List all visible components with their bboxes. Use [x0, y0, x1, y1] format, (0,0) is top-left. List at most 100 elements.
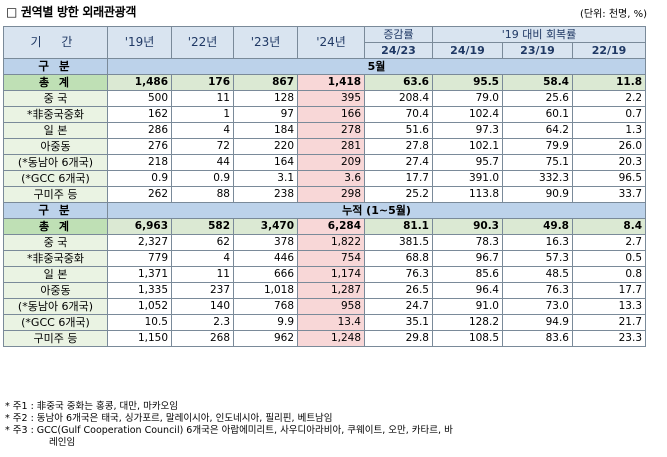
cell-value: 21.7 — [571, 314, 647, 331]
cell-value: 779 — [107, 250, 172, 267]
cell-value: 73.0 — [502, 298, 573, 315]
table-row: 중 국 2,327 62 378 1,822 381.5 78.3 16.3 2.7 — [3, 234, 647, 251]
cell-value: 332.3 — [502, 170, 573, 187]
cell-value: 51.6 — [364, 122, 433, 139]
cell-value: 25.6 — [502, 90, 573, 107]
cell-value: 298 — [297, 186, 365, 203]
cell-value: 1,335 — [107, 282, 172, 299]
cell-value: 8.4 — [571, 218, 647, 235]
header-2019: '19년 — [107, 26, 172, 59]
cell-value: 75.1 — [502, 154, 573, 171]
cell-value: 446 — [233, 250, 298, 267]
cell-value: 162 — [107, 106, 172, 123]
cell-value: 20.3 — [571, 154, 647, 171]
cell-value: 218 — [107, 154, 172, 171]
cell-value: 237 — [171, 282, 234, 299]
cell-value: 26.5 — [364, 282, 433, 299]
table-body: 구 분 5월 총 계 1,486 176 867 1,418 63.6 95.5 58.4 11.8… — [3, 58, 647, 347]
row-label: 구미주 등 — [3, 330, 108, 347]
cell-value: 276 — [107, 138, 172, 155]
table-row: *非중국중화 162 1 97 166 70.4 102.4 60.1 0.7 — [3, 106, 647, 123]
table-row: 구미주 등 262 88 238 298 25.2 113.8 90.9 33.7 — [3, 186, 647, 203]
cell-value: 95.5 — [432, 74, 503, 91]
cell-value: 1,822 — [297, 234, 365, 251]
table-row: 중 국 500 11 128 395 208.4 79.0 25.6 2.2 — [3, 90, 647, 107]
table-row: *非중국중화 779 4 446 754 68.8 96.7 57.3 0.5 — [3, 250, 647, 267]
cell-value: 1,150 — [107, 330, 172, 347]
cell-value: 27.8 — [364, 138, 433, 155]
cell-value: 96.5 — [571, 170, 647, 187]
row-label: 아중동 — [3, 282, 108, 299]
footnotes: * 주1 : 非중국 중화는 홍콩, 대만, 마카오임 * 주2 : 동남아 6… — [5, 401, 660, 449]
cell-value: 85.6 — [432, 266, 503, 283]
cell-value: 164 — [233, 154, 298, 171]
cell-value: 17.7 — [364, 170, 433, 187]
cell-value: 2.7 — [571, 234, 647, 251]
cell-value: 11.8 — [571, 74, 647, 91]
header-rec-2219: 22/19 — [571, 42, 647, 59]
cell-value: 0.7 — [571, 106, 647, 123]
header-rec-2419: 24/19 — [432, 42, 503, 59]
footnote-3: * 주3 : GCC(Gulf Cooperation Council) 6개국… — [5, 425, 453, 436]
cell-value: 1,248 — [297, 330, 365, 347]
cell-value: 286 — [107, 122, 172, 139]
cell-value: 208.4 — [364, 90, 433, 107]
cell-value: 78.3 — [432, 234, 503, 251]
cell-value: 76.3 — [502, 282, 573, 299]
cell-value: 2.3 — [171, 314, 234, 331]
row-label: 아중동 — [3, 138, 108, 155]
cell-value: 1,018 — [233, 282, 298, 299]
cell-value: 96.4 — [432, 282, 503, 299]
cell-value: 17.7 — [571, 282, 647, 299]
cell-value: 76.3 — [364, 266, 433, 283]
header-period: 기 간 — [3, 26, 108, 59]
cell-value: 97 — [233, 106, 298, 123]
row-label: 중 국 — [3, 90, 108, 107]
row-label: (*동남아 6개국) — [3, 298, 108, 315]
row-label: (*GCC 6개국) — [3, 170, 108, 187]
cell-value: 209 — [297, 154, 365, 171]
table-row: 아중동 276 72 220 281 27.8 102.1 79.9 26.0 — [3, 138, 647, 155]
section-label: 구 분 — [3, 58, 108, 75]
cell-value: 68.8 — [364, 250, 433, 267]
cell-value: 95.7 — [432, 154, 503, 171]
cell-value: 25.2 — [364, 186, 433, 203]
cell-value: 83.6 — [502, 330, 573, 347]
table-row: (*동남아 6개국) 218 44 164 209 27.4 95.7 75.1 20.3 — [3, 154, 647, 171]
table-row: 일 본 1,371 11 666 1,174 76.3 85.6 48.5 0.8 — [3, 266, 647, 283]
table-row: (*GCC 6개국) 0.9 0.9 3.1 3.6 17.7 391.0 332.3 96.5 — [3, 170, 647, 187]
cell-value: 268 — [171, 330, 234, 347]
cell-value: 13.4 — [297, 314, 365, 331]
cell-value: 0.9 — [171, 170, 234, 187]
cell-value: 128.2 — [432, 314, 503, 331]
cell-value: 63.6 — [364, 74, 433, 91]
row-label: 총 계 — [3, 218, 108, 235]
cell-value: 391.0 — [432, 170, 503, 187]
cell-value: 96.7 — [432, 250, 503, 267]
cell-value: 395 — [297, 90, 365, 107]
table-row: 아중동 1,335 237 1,018 1,287 26.5 96.4 76.3 17.7 — [3, 282, 647, 299]
cell-value: 35.1 — [364, 314, 433, 331]
cell-value: 11 — [171, 90, 234, 107]
cell-value: 90.3 — [432, 218, 503, 235]
cell-value: 102.4 — [432, 106, 503, 123]
cell-value: 6,284 — [297, 218, 365, 235]
cell-value: 97.3 — [432, 122, 503, 139]
cell-value: 958 — [297, 298, 365, 315]
cell-value: 0.9 — [107, 170, 172, 187]
section-period: 5월 — [106, 58, 647, 75]
table-row: 일 본 286 4 184 278 51.6 97.3 64.2 1.3 — [3, 122, 647, 139]
cell-value: 1,052 — [107, 298, 172, 315]
row-label: *非중국중화 — [3, 250, 108, 267]
cell-value: 278 — [297, 122, 365, 139]
cell-value: 23.3 — [571, 330, 647, 347]
cell-value: 1,174 — [297, 266, 365, 283]
row-label: 일 본 — [3, 266, 108, 283]
cell-value: 44 — [171, 154, 234, 171]
cell-value: 79.9 — [502, 138, 573, 155]
cell-value: 1,287 — [297, 282, 365, 299]
cell-value: 58.4 — [502, 74, 573, 91]
cell-value: 33.7 — [571, 186, 647, 203]
cell-value: 962 — [233, 330, 298, 347]
